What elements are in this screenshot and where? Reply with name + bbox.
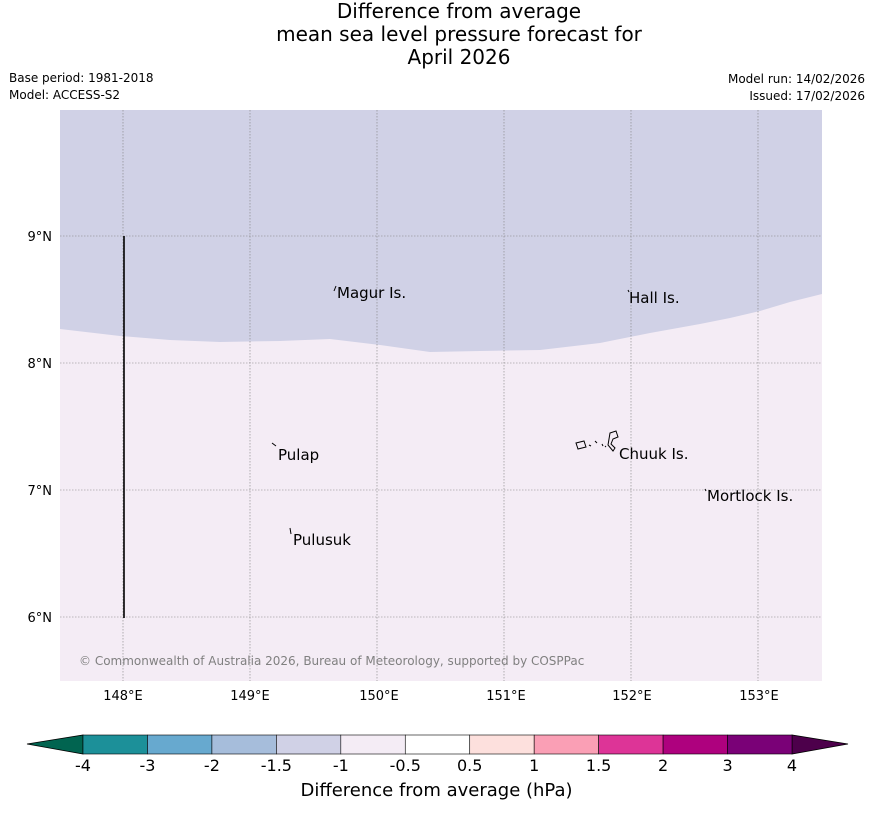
graticule	[60, 110, 822, 681]
place-label-mortlock: Mortlock Is.	[707, 487, 793, 505]
meta-right: Model run: 14/02/2026 Issued: 17/02/2026	[728, 71, 865, 105]
colorbar-tick-label: 2	[658, 756, 668, 775]
colorbar-tick-label: -4	[75, 756, 91, 775]
colorbar-tick-label: 4	[787, 756, 797, 775]
lat-label-7n: 7°N	[28, 484, 53, 499]
colorbar-segment	[211, 734, 277, 755]
colorbar-tick-label: -1	[333, 756, 349, 775]
colorbar-segment	[276, 734, 342, 755]
colorbar-segment	[147, 734, 213, 755]
colorbar-segment	[340, 734, 406, 755]
colorbar-segment	[404, 734, 471, 755]
colorbar-title: Difference from average (hPa)	[300, 780, 573, 801]
lon-label-151e: 151°E	[486, 689, 526, 704]
place-label-hall: Hall Is.	[629, 289, 680, 307]
colorbar-tick-label: 1	[529, 756, 539, 775]
model-run: Model run: 14/02/2026	[727, 72, 865, 86]
colorbar-tick-label: -0.5	[390, 756, 421, 775]
island-hall	[627, 289, 630, 293]
colorbar-extend-low	[26, 734, 84, 755]
title-line-1: Difference from average	[336, 0, 582, 23]
region-below-average-mid	[60, 110, 822, 352]
colorbar-segment	[662, 734, 728, 755]
lat-label-6n: 6°N	[28, 611, 53, 626]
lon-label-149e: 149°E	[230, 689, 270, 704]
lat-label-9n: 9°N	[28, 230, 53, 245]
title-line-3: April 2026	[407, 45, 511, 69]
lon-label-148e: 148°E	[103, 689, 143, 704]
place-label-pulusuk: Pulusuk	[293, 531, 351, 549]
island-pulap	[271, 442, 277, 447]
lon-label-153e: 153°E	[739, 689, 779, 704]
island-mortlock	[704, 488, 707, 492]
place-label-chuuk: Chuuk Is.	[619, 445, 688, 463]
model-name: Model: ACCESS-S2	[9, 88, 121, 102]
colorbar-segment	[82, 734, 148, 755]
colorbar-tick-label: -2	[204, 756, 220, 775]
title-line-2: mean sea level pressure forecast for	[276, 22, 642, 46]
island-magur	[333, 285, 337, 292]
colorbar-tick-label: 1.5	[586, 756, 611, 775]
islands	[271, 285, 707, 535]
island-pulusuk	[289, 527, 292, 535]
colorbar-tick-label: 0.5	[457, 756, 482, 775]
island-chuuk	[575, 430, 619, 452]
colorbar: -4 -3 -2 -1.5 -1 -0.5 0.5 1 1.5 2 3 4	[26, 734, 849, 775]
colorbar-tick-label: -1.5	[261, 756, 292, 775]
colorbar-segment	[469, 734, 535, 755]
base-period: Base period: 1981-2018	[9, 71, 154, 85]
colorbar-tick-label: -3	[139, 756, 155, 775]
colorbar-segments	[82, 734, 793, 755]
place-label-pulap: Pulap	[278, 446, 319, 464]
colorbar-tick-labels: -4 -3 -2 -1.5 -1 -0.5 0.5 1 1.5 2 3 4	[75, 756, 797, 775]
copyright-notice: © Commonwealth of Australia 2026, Bureau…	[79, 654, 584, 668]
lat-label-8n: 8°N	[28, 357, 53, 372]
issued-date: Issued: 17/02/2026	[749, 89, 865, 103]
place-label-magur: Magur Is.	[337, 284, 406, 302]
lon-label-150e: 150°E	[359, 689, 399, 704]
colorbar-extend-high	[791, 734, 849, 755]
colorbar-segment	[727, 734, 793, 755]
colorbar-segment	[598, 734, 664, 755]
colorbar-tick-label: 3	[722, 756, 732, 775]
colorbar-segment	[533, 734, 599, 755]
lon-label-152e: 152°E	[612, 689, 652, 704]
chart-title: Difference from average mean sea level p…	[0, 0, 873, 69]
meta-left: Base period: 1981-2018 Model: ACCESS-S2	[9, 70, 154, 104]
